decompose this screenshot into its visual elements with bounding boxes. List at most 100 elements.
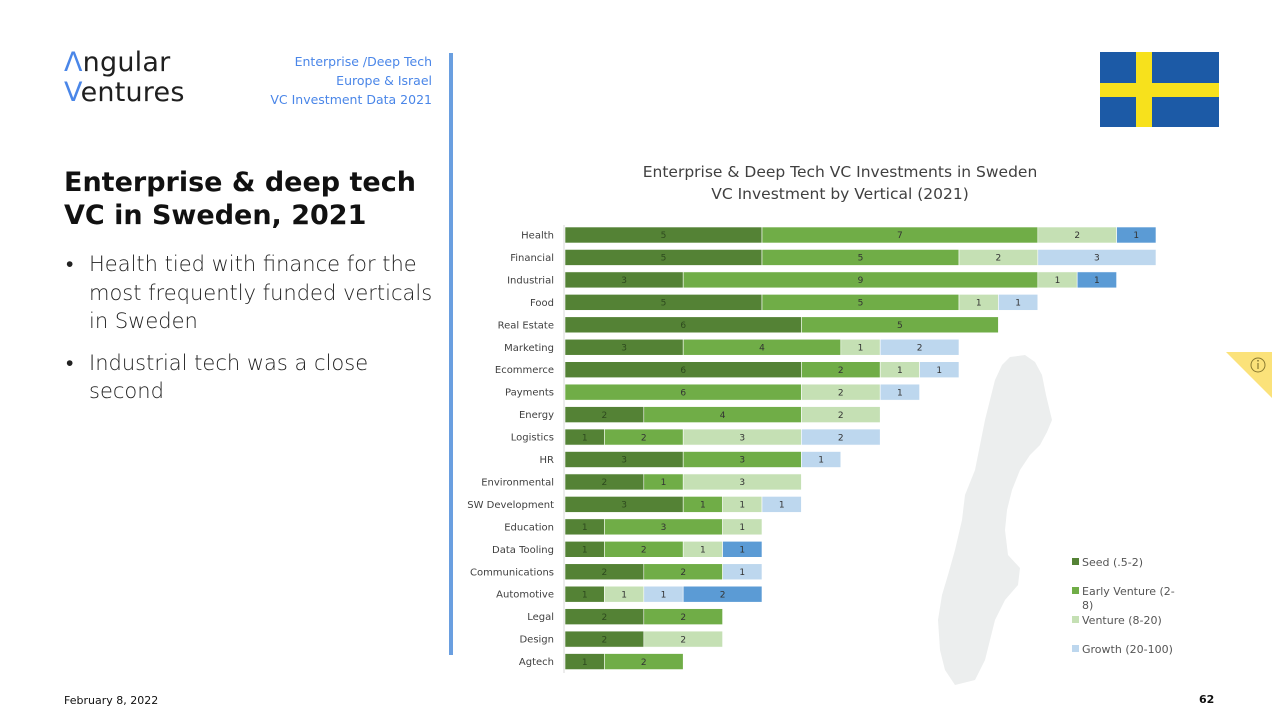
data-label: 5 (858, 299, 864, 309)
data-label: 2 (1074, 231, 1080, 241)
data-label: 3 (661, 523, 667, 533)
bar-segment (564, 630, 645, 648)
bar-segment (801, 383, 881, 401)
data-label: 1 (700, 546, 706, 556)
bar-segment (761, 226, 1039, 244)
bar-segment (801, 428, 881, 446)
bar-segment (722, 540, 763, 558)
legend-item-seed: Seed (.5-2) (1072, 556, 1192, 570)
bar-segment (1037, 249, 1157, 266)
data-label: 2 (602, 613, 608, 623)
bar-segment (604, 653, 684, 670)
bar-segment (564, 473, 645, 491)
bar-segment (564, 585, 605, 603)
chart-title-line: VC Investment by Vertical (2021) (711, 185, 969, 203)
data-label: 2 (602, 478, 608, 488)
bar-segment (643, 563, 723, 581)
bar-segment (564, 451, 684, 468)
bullet-item: Industrial tech was a close second (64, 349, 434, 406)
bar-segment (564, 226, 763, 244)
category-label: Energy (519, 410, 554, 421)
category-label: Real Estate (498, 320, 554, 331)
category-label: Ecommerce (495, 365, 554, 376)
logo-line-1: Λngular (64, 47, 171, 78)
bar-segment (604, 585, 645, 603)
data-label: 6 (680, 388, 686, 398)
data-label: 2 (641, 433, 647, 443)
data-label: 5 (661, 254, 667, 264)
data-label: 2 (602, 568, 608, 578)
data-label: 1 (582, 433, 588, 443)
bars-layer: 5 7 2 1 5 5 2 3 3 9 1 1 5 5 1 1 6 5 3 4 1 2 6 2 1 1 6 2 1 2 4 2 1 2 3 2 3 3 1 2… (564, 226, 1157, 670)
bar-segment (564, 338, 684, 356)
legend-label: Seed (.5-2) (1082, 556, 1144, 569)
bar-segment (919, 361, 960, 379)
data-label: 3 (1094, 254, 1100, 264)
bar-segment (564, 518, 605, 536)
category-label: Payments (505, 388, 554, 399)
data-label: 1 (1015, 299, 1021, 309)
bar-segment (564, 271, 684, 289)
angular-ventures-logo: Λngular Ventures (64, 48, 185, 108)
slide-title-line: VC in Sweden, 2021 (64, 200, 367, 231)
category-label: Automotive (496, 590, 554, 601)
bar-segment (1037, 226, 1117, 244)
bar-segment (682, 271, 1039, 289)
bar-segment (564, 563, 645, 581)
bar-segment (604, 428, 684, 446)
bar-segment (564, 653, 605, 670)
bar-segment (879, 383, 920, 401)
data-label: 3 (621, 276, 627, 286)
bar-segment (564, 428, 605, 446)
bar-segment (840, 338, 881, 356)
bar-segment (682, 496, 723, 513)
legend-swatch (1072, 616, 1079, 623)
category-label: Financial (510, 253, 554, 264)
category-label: Agtech (519, 657, 554, 668)
bar-segment (564, 496, 684, 513)
data-label: 2 (838, 366, 844, 376)
bar-segment (564, 608, 645, 625)
bar-segment (682, 451, 802, 468)
category-label: Data Tooling (492, 545, 554, 556)
bar-segment (958, 294, 999, 311)
legend-label: Venture (8-20) (1082, 614, 1162, 627)
footer-date: February 8, 2022 (64, 694, 159, 707)
data-label: 3 (621, 456, 627, 466)
legend-swatch (1072, 587, 1079, 594)
data-label: 4 (720, 411, 726, 421)
category-label: Education (504, 522, 554, 533)
data-label: 1 (739, 523, 745, 533)
logo-line-2: Ventures (64, 77, 185, 108)
data-label: 1 (582, 523, 588, 533)
bar-segment (682, 428, 802, 446)
bar-segment (722, 518, 763, 536)
data-label: 1 (582, 546, 588, 556)
page-number: 62 (1199, 693, 1215, 706)
data-label: 1 (1133, 231, 1139, 241)
category-labels: Health Financial Industrial Food Real Estate… (467, 231, 554, 669)
category-label: Design (519, 635, 554, 646)
category-label: Marketing (504, 343, 554, 354)
category-label: HR (540, 455, 555, 466)
category-label: Communications (470, 567, 554, 578)
data-label: 1 (1094, 276, 1100, 286)
legend-item-venture: Venture (8-20) (1072, 614, 1192, 628)
bar-segment (682, 338, 842, 356)
category-label: Health (521, 231, 554, 242)
data-label: 2 (917, 343, 923, 353)
data-label: 1 (858, 343, 864, 353)
category-label: Legal (527, 612, 554, 623)
info-tab[interactable] (1226, 352, 1272, 398)
data-label: 4 (759, 343, 765, 353)
bar-segment (801, 406, 881, 423)
slide-title-line: Enterprise & deep tech (64, 167, 416, 198)
data-label: 2 (838, 388, 844, 398)
data-label: 1 (739, 501, 745, 511)
info-icon[interactable] (1226, 352, 1272, 398)
data-label: 2 (641, 546, 647, 556)
bar-segment (604, 518, 723, 536)
bar-segment (564, 406, 645, 423)
bar-segment (1037, 271, 1078, 289)
data-label: 2 (680, 568, 686, 578)
